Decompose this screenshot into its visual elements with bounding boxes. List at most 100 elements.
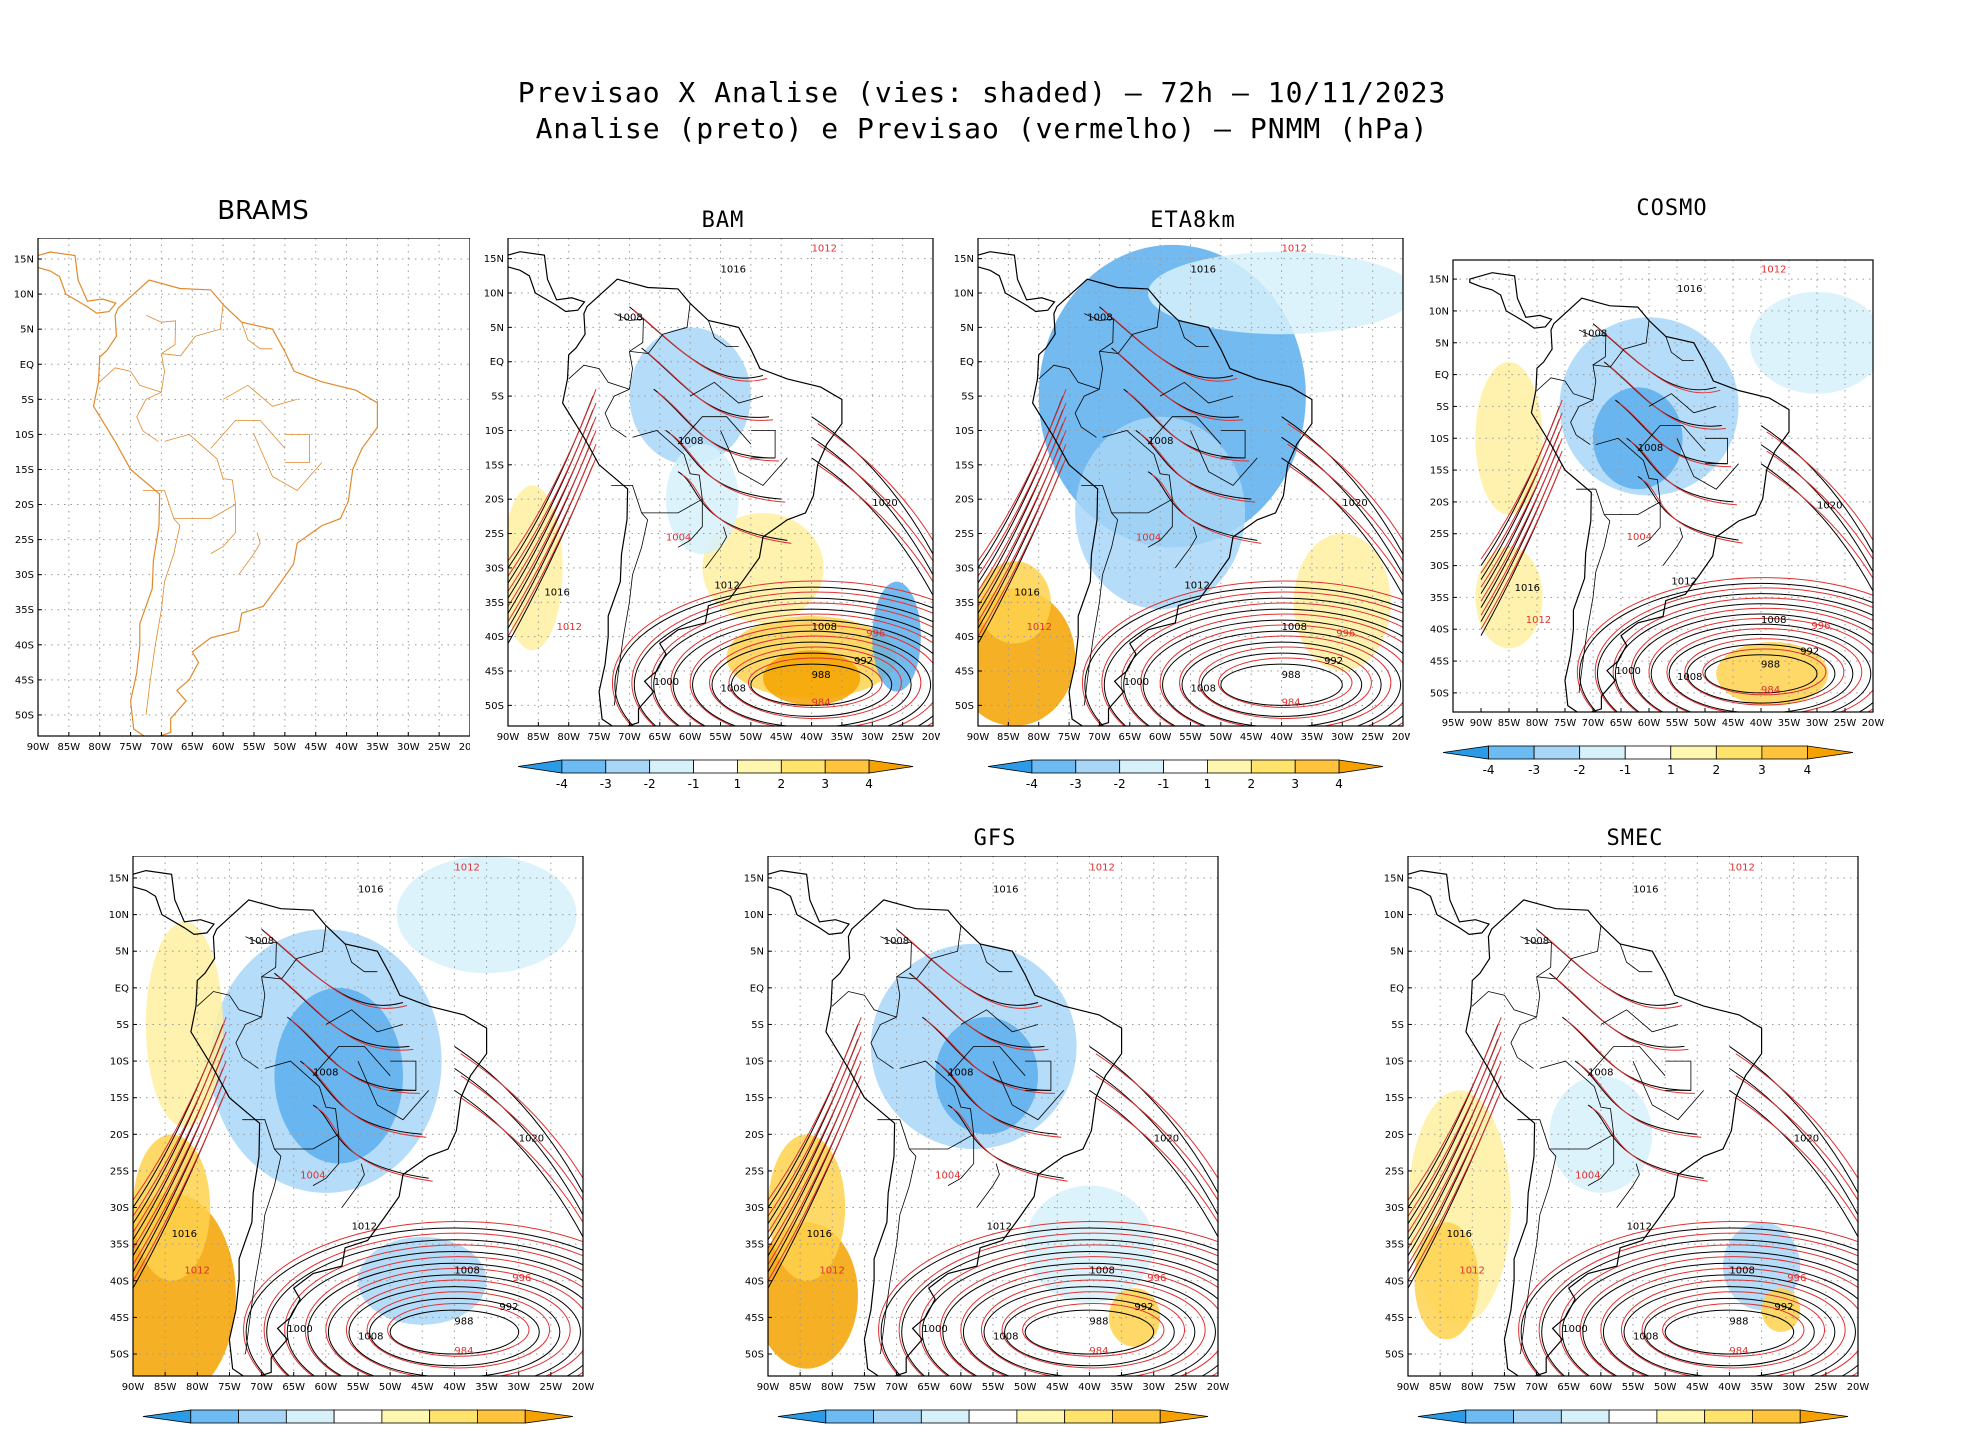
colorbar-segment [190,1409,239,1424]
lon-tick-label: 80W [1526,718,1549,729]
lon-tick-label: 65W [1557,1382,1580,1393]
svg-text:988: 988 [454,1317,473,1328]
lon-tick-label: 30W [1331,732,1354,743]
colorbar-segment [285,1409,335,1424]
lon-tick-label: 55W [1622,1382,1645,1393]
svg-text:1008: 1008 [454,1265,479,1276]
lat-tick-label: 50S [1430,688,1449,699]
lat-tick-label: 40S [1385,1276,1404,1287]
lat-tick-label: 25S [485,529,504,540]
colorbar-segment [737,759,782,774]
colorbar-arrow-high [524,1409,574,1424]
svg-text:1012: 1012 [1671,577,1696,588]
svg-text:1004: 1004 [1136,532,1161,543]
svg-text:1008: 1008 [1729,1265,1754,1276]
lat-tick-label: 20S [955,495,974,506]
lat-tick-label: 15N [954,254,974,265]
svg-text:1008: 1008 [678,436,703,447]
lon-tick-label: 85W [789,1382,812,1393]
lon-tick-label: 30W [1782,1382,1805,1393]
lon-tick-label: 30W [1806,718,1829,729]
lon-tick-label: 80W [1027,732,1050,743]
lat-tick-label: 20S [110,1130,129,1141]
lat-tick-label: 10N [1384,910,1404,921]
svg-text:1008: 1008 [1633,1331,1658,1342]
colorbar-segment [333,1409,383,1424]
svg-text:988: 988 [1089,1317,1108,1328]
lon-tick-label: 55W [982,1382,1005,1393]
lon-tick-label: 35W [366,742,389,753]
svg-text:988: 988 [812,670,831,681]
svg-text:1000: 1000 [287,1324,312,1335]
colorbar-segment [381,1409,431,1424]
panel-title-smec: SMEC [1606,826,1664,851]
lon-tick-label: 20W [1862,718,1885,729]
lat-tick-label: 10N [484,288,504,299]
svg-text:1020: 1020 [1154,1134,1179,1145]
lat-tick-label: 15N [1429,275,1449,286]
lon-tick-label: 85W [1498,718,1521,729]
colorbar-segment [1560,1409,1610,1424]
svg-text:1008: 1008 [721,684,746,695]
colorbar-arrow-high [1338,759,1384,774]
svg-text:1012: 1012 [1027,622,1052,633]
svg-text:1000: 1000 [1562,1324,1587,1335]
lat-tick-label: 30S [1430,561,1449,572]
lat-tick-label: 35S [110,1240,129,1251]
lat-tick-label: 20S [485,495,504,506]
lat-tick-label: 15S [485,460,504,471]
lon-tick-label: 45W [304,742,327,753]
svg-text:984: 984 [1761,685,1780,696]
lat-tick-label: 10N [14,290,34,301]
colorbar-arrow-high [868,759,914,774]
colorbar-segment [873,1409,922,1424]
lat-tick-label: 40S [745,1276,764,1287]
lat-tick-label: 15N [1384,873,1404,884]
colorbar-arrow-low [517,759,563,774]
lon-tick-label: 30W [507,1382,530,1393]
colorbar-segment [968,1409,1018,1424]
lat-tick-label: 15S [745,1093,764,1104]
lat-tick-label: 5S [21,395,34,406]
lon-tick-label: 50W [379,1382,402,1393]
colorbar-label: -3 [600,777,612,791]
colorbar-segment [1016,1409,1066,1424]
lat-tick-label: 50S [955,701,974,712]
lon-tick-label: 50W [1694,718,1717,729]
svg-text:992: 992 [499,1302,518,1313]
lon-tick-label: 65W [181,742,204,753]
lat-tick-label: 30S [485,563,504,574]
lat-tick-label: 25S [1430,529,1449,540]
lon-tick-label: 70W [618,732,641,743]
lat-tick-label: 45S [955,667,974,678]
lat-tick-label: 45S [485,667,504,678]
lat-tick-label: 35S [1430,593,1449,604]
lat-tick-label: 40S [955,632,974,643]
lat-tick-label: 5N [1435,338,1449,349]
lon-tick-label: 50W [1014,1382,1037,1393]
lat-tick-label: 5S [491,392,504,403]
lat-tick-label: 45S [745,1313,764,1324]
svg-text:992: 992 [1774,1302,1793,1313]
lon-tick-label: 25W [540,1382,563,1393]
panel-title-eta8km: ETA8km [1150,208,1236,233]
lon-tick-label: 35W [831,732,854,743]
colorbar-arrow-low [987,759,1033,774]
svg-text:1012: 1012 [1282,244,1307,255]
lon-tick-label: 85W [997,732,1020,743]
map-panel-bam: 1016 1012 1008 1008 1004 1012 1008 996 992 988 984… [484,238,940,791]
colorbar-label: -3 [1070,777,1082,791]
lat-tick-label: EQ [1435,370,1449,381]
lon-tick-label: 45W [1686,1382,1709,1393]
svg-text:1008: 1008 [1191,684,1216,695]
lat-tick-label: 15S [15,465,34,476]
svg-text:984: 984 [1089,1346,1108,1357]
lon-tick-label: 75W [1058,732,1081,743]
lat-tick-label: 35S [955,598,974,609]
colorbar-arrow-high [1799,1409,1849,1424]
lon-tick-label: 25W [1361,732,1384,743]
lon-tick-label: 55W [1666,718,1689,729]
svg-text:1004: 1004 [1627,532,1652,543]
colorbar-label: 1 [1667,763,1675,777]
colorbar-segment [238,1409,287,1424]
